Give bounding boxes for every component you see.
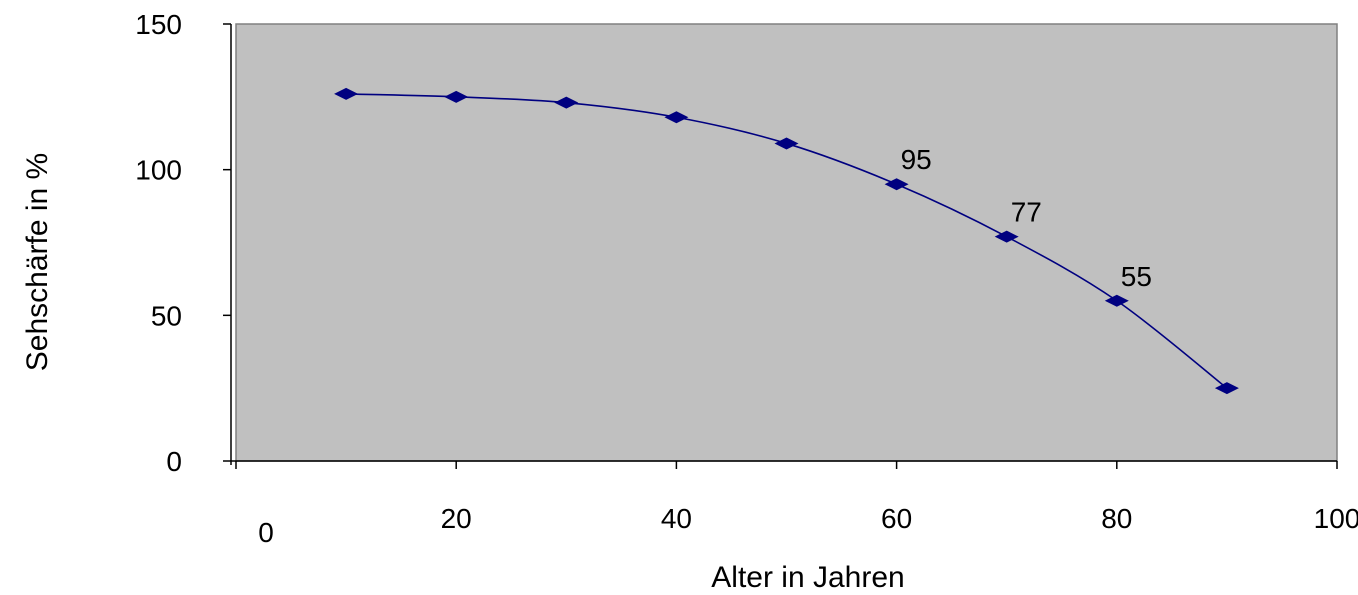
data-point-marker bbox=[884, 178, 909, 191]
data-point-marker bbox=[774, 137, 799, 150]
x-tick-label: 0 bbox=[258, 517, 274, 548]
x-tick-label: 40 bbox=[661, 503, 692, 534]
data-labels: 95 77 55 bbox=[901, 144, 1152, 292]
data-label: 77 bbox=[1011, 197, 1042, 228]
x-axis-ticks: 0 20 40 60 80 100 bbox=[235, 461, 1358, 548]
data-point-marker bbox=[334, 87, 359, 100]
plot-area bbox=[235, 23, 1338, 462]
data-point-marker bbox=[664, 111, 689, 124]
data-markers bbox=[334, 87, 1239, 395]
y-tick-label: 150 bbox=[135, 9, 182, 40]
y-axis-ticks: 0 50 100 150 bbox=[135, 9, 231, 477]
data-point-marker bbox=[1104, 294, 1129, 307]
data-label: 55 bbox=[1121, 261, 1152, 292]
y-axis-title: Sehschärfe in % bbox=[21, 153, 54, 371]
data-point-marker bbox=[994, 230, 1019, 243]
x-tick-label: 60 bbox=[881, 503, 912, 534]
data-point-marker bbox=[444, 90, 469, 103]
x-axis-title: Alter in Jahren bbox=[711, 561, 904, 594]
data-label: 95 bbox=[901, 144, 932, 175]
data-point-marker bbox=[554, 96, 579, 109]
axes bbox=[230, 24, 1337, 465]
y-tick-label: 100 bbox=[135, 155, 182, 186]
x-tick-label: 20 bbox=[441, 503, 472, 534]
y-tick-label: 50 bbox=[151, 300, 182, 331]
x-tick-label: 100 bbox=[1314, 503, 1358, 534]
x-tick-label: 80 bbox=[1101, 503, 1132, 534]
data-point-marker bbox=[1214, 382, 1239, 395]
y-tick-label: 0 bbox=[166, 446, 182, 477]
